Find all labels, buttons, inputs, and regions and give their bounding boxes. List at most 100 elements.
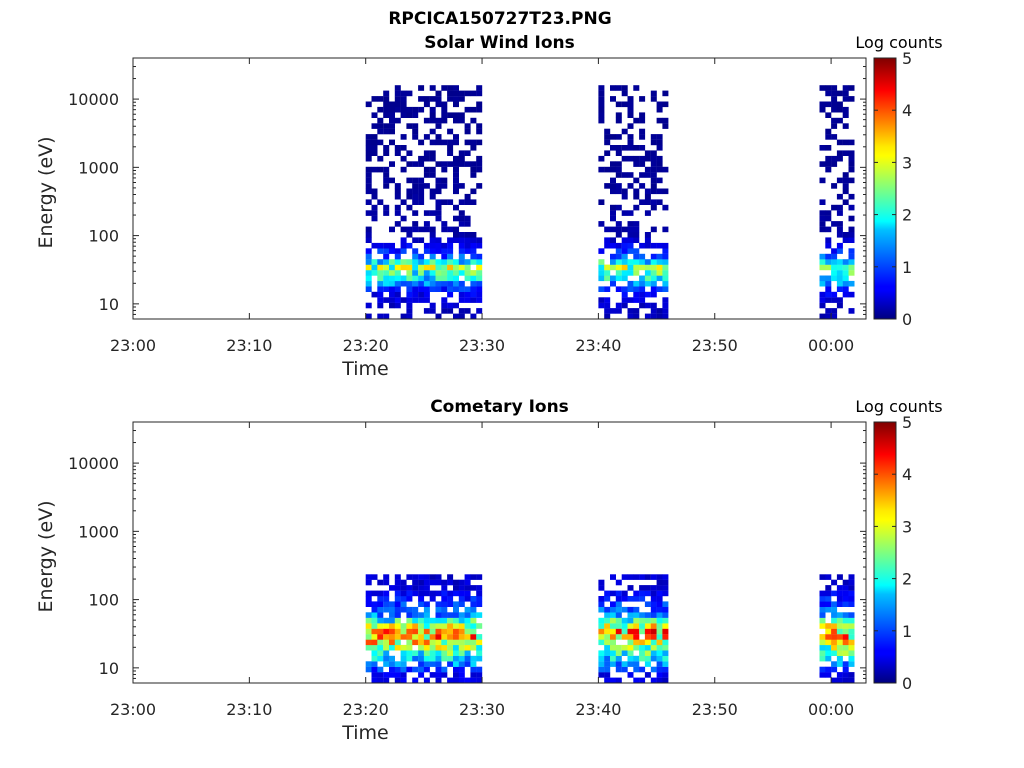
heatmap-cell bbox=[825, 585, 832, 591]
heatmap-cell bbox=[406, 666, 413, 673]
heatmap-cell bbox=[819, 650, 826, 656]
heatmap-cell bbox=[429, 237, 436, 243]
heatmap-cell bbox=[470, 232, 477, 238]
heatmap-cell bbox=[621, 128, 628, 135]
heatmap-cell bbox=[423, 666, 430, 673]
heatmap-cell bbox=[604, 644, 611, 651]
heatmap-cell bbox=[406, 204, 413, 211]
heatmap-cell bbox=[423, 242, 430, 249]
heatmap-cell bbox=[848, 639, 855, 646]
heatmap-cell bbox=[453, 117, 459, 124]
heatmap-cell bbox=[842, 612, 849, 618]
heatmap-cell bbox=[604, 166, 611, 173]
x-tick-label: 23:10 bbox=[226, 700, 272, 719]
heatmap-cell bbox=[458, 623, 465, 629]
heatmap-cell bbox=[447, 226, 454, 233]
heatmap-cell bbox=[621, 574, 628, 580]
heatmap-cell bbox=[464, 291, 471, 298]
heatmap-cell bbox=[604, 661, 611, 667]
heatmap-cell bbox=[453, 232, 459, 238]
heatmap-cell bbox=[365, 264, 372, 271]
heatmap-cell bbox=[633, 161, 640, 167]
heatmap-cell bbox=[842, 677, 849, 684]
heatmap-cell bbox=[429, 155, 436, 162]
heatmap-cell bbox=[389, 123, 395, 129]
heatmap-cell bbox=[453, 601, 459, 607]
heatmap-cell bbox=[394, 644, 401, 651]
heatmap-cell bbox=[371, 606, 378, 613]
heatmap-cell bbox=[441, 634, 448, 640]
heatmap-cell bbox=[441, 596, 448, 602]
heatmap-cell bbox=[371, 139, 378, 146]
heatmap-cell bbox=[656, 286, 663, 292]
heatmap-cell bbox=[825, 639, 832, 646]
heatmap-cell bbox=[429, 634, 436, 640]
heatmap-cell bbox=[470, 661, 477, 667]
heatmap-cell bbox=[423, 150, 430, 156]
heatmap-cell bbox=[406, 590, 413, 597]
heatmap-cell bbox=[621, 188, 628, 195]
heatmap-cell bbox=[464, 286, 471, 292]
heatmap-cell bbox=[831, 204, 838, 211]
heatmap-cell bbox=[423, 210, 430, 216]
heatmap-cell bbox=[831, 639, 838, 646]
heatmap-cell bbox=[656, 579, 663, 586]
heatmap-cell bbox=[650, 270, 657, 276]
heatmap-cell bbox=[365, 166, 372, 173]
heatmap-cell bbox=[453, 612, 459, 618]
heatmap-cell bbox=[464, 150, 471, 156]
heatmap-cell bbox=[610, 677, 616, 684]
heatmap-cell bbox=[394, 106, 401, 113]
heatmap-cell bbox=[371, 270, 378, 276]
heatmap-cell bbox=[458, 150, 465, 156]
heatmap-cell bbox=[412, 210, 419, 216]
heatmap-cell bbox=[394, 606, 401, 613]
heatmap-cell bbox=[650, 96, 657, 102]
heatmap-cell bbox=[819, 313, 826, 320]
heatmap-cell bbox=[406, 644, 413, 651]
heatmap-cell bbox=[842, 172, 849, 178]
colorbar bbox=[873, 57, 897, 320]
heatmap-cell bbox=[627, 617, 634, 624]
heatmap-cell bbox=[394, 259, 401, 265]
heatmap-cell bbox=[406, 606, 413, 613]
heatmap-cell bbox=[453, 606, 459, 613]
heatmap-cell bbox=[429, 253, 436, 260]
heatmap-cell bbox=[406, 655, 413, 662]
heatmap-cell bbox=[458, 155, 465, 162]
heatmap-cell bbox=[831, 308, 838, 314]
heatmap-cell bbox=[394, 117, 401, 124]
heatmap-cell bbox=[476, 677, 483, 684]
heatmap-cell bbox=[610, 134, 616, 140]
heatmap-cell bbox=[470, 644, 477, 651]
y-tick-label: 1000 bbox=[78, 522, 119, 541]
heatmap-cell bbox=[662, 259, 669, 265]
heatmap-cell bbox=[639, 650, 646, 656]
heatmap-cell bbox=[621, 259, 628, 265]
heatmap-cell bbox=[371, 590, 378, 597]
heatmap-cell bbox=[423, 155, 430, 162]
heatmap-cell bbox=[831, 666, 838, 673]
heatmap-cell bbox=[447, 253, 454, 260]
heatmap-cell bbox=[453, 90, 459, 97]
heatmap-cell bbox=[435, 634, 442, 640]
heatmap-cell bbox=[825, 655, 832, 662]
heatmap-cell bbox=[633, 286, 640, 292]
heatmap-cell bbox=[441, 270, 448, 276]
heatmap-cell bbox=[447, 639, 454, 646]
heatmap-cell bbox=[400, 275, 407, 282]
heatmap-cell bbox=[394, 275, 401, 282]
heatmap-cell bbox=[848, 259, 855, 265]
heatmap-cell bbox=[633, 291, 640, 298]
heatmap-cell bbox=[389, 106, 395, 113]
heatmap-cell bbox=[453, 639, 459, 646]
heatmap-cell bbox=[604, 677, 611, 684]
heatmap-cell bbox=[633, 628, 640, 635]
heatmap-cell bbox=[621, 145, 628, 151]
heatmap-cell bbox=[848, 655, 855, 662]
heatmap-cell bbox=[470, 253, 477, 260]
heatmap-cell bbox=[615, 612, 622, 618]
heatmap-cell bbox=[394, 634, 401, 640]
heatmap-cell bbox=[418, 183, 425, 189]
